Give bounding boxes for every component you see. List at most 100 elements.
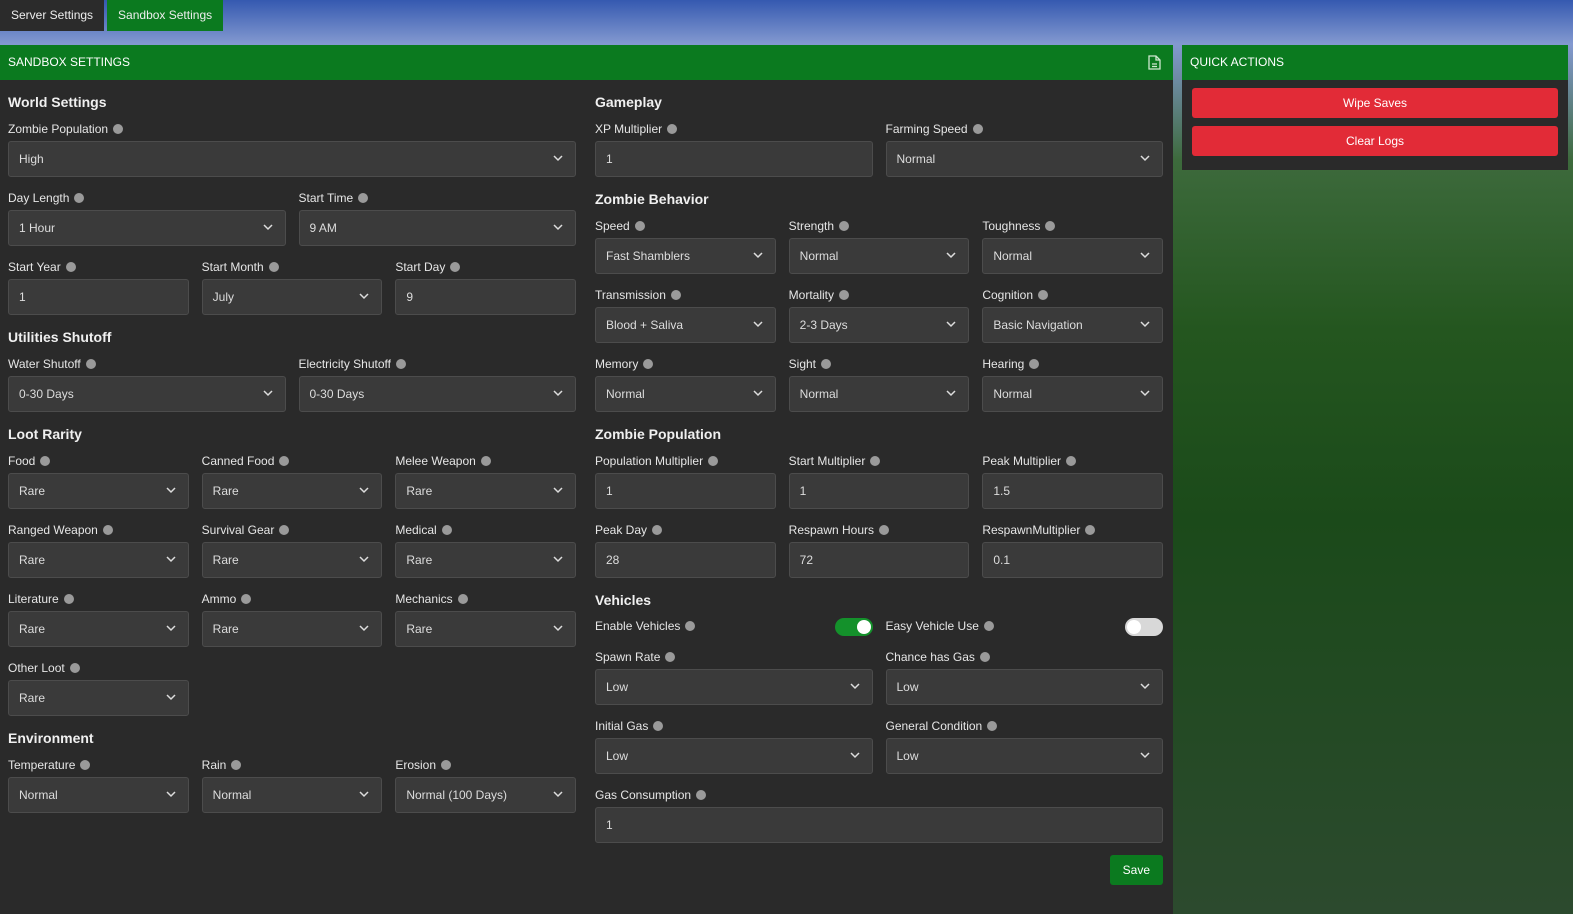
help-icon[interactable]: [63, 594, 74, 604]
help-icon[interactable]: [241, 594, 252, 604]
help-icon[interactable]: [979, 652, 990, 662]
select-box[interactable]: Normal: [788, 376, 970, 412]
help-icon[interactable]: [279, 456, 290, 466]
action-button[interactable]: Wipe Saves: [1192, 88, 1558, 118]
select-box[interactable]: 0-30 Days: [8, 376, 286, 412]
tab[interactable]: Sandbox Settings: [107, 0, 224, 31]
settings-section: Utilities Shutoff Water Shutoff 0-30 Days E…: [8, 327, 576, 412]
select-box[interactable]: Rare: [8, 611, 189, 647]
tab[interactable]: Server Settings: [0, 0, 105, 31]
help-icon[interactable]: [667, 124, 678, 134]
text-input[interactable]: 9: [395, 279, 576, 315]
help-icon[interactable]: [839, 290, 849, 300]
text-input[interactable]: 1: [595, 473, 776, 509]
select-box[interactable]: Rare: [201, 473, 383, 509]
help-icon[interactable]: [1045, 221, 1056, 231]
select-box[interactable]: Basic Navigation: [982, 307, 1163, 343]
select-box[interactable]: High: [8, 141, 576, 177]
select-box[interactable]: 2-3 Days: [788, 307, 970, 343]
help-icon[interactable]: [441, 525, 452, 535]
select-box[interactable]: Fast Shamblers: [595, 238, 776, 274]
help-icon[interactable]: [358, 193, 369, 203]
help-icon[interactable]: [74, 193, 85, 203]
select-box[interactable]: Normal: [982, 238, 1163, 274]
help-icon[interactable]: [879, 525, 890, 535]
help-icon[interactable]: [268, 262, 279, 272]
export-icon[interactable]: [1148, 55, 1161, 70]
help-icon[interactable]: [983, 620, 994, 631]
help-icon[interactable]: [634, 221, 645, 231]
save-button[interactable]: Save: [1109, 855, 1163, 885]
help-icon[interactable]: [113, 124, 124, 134]
text-input[interactable]: 0.1: [982, 542, 1163, 578]
chevron-icon: [1140, 321, 1150, 328]
select-box[interactable]: Normal (100 Days): [395, 777, 576, 813]
help-icon[interactable]: [1029, 359, 1040, 369]
select-box[interactable]: Normal: [885, 141, 1163, 177]
help-icon[interactable]: [696, 790, 707, 800]
select-box[interactable]: Normal: [8, 777, 189, 813]
help-icon[interactable]: [670, 290, 681, 300]
help-icon[interactable]: [279, 525, 290, 535]
select-box[interactable]: Normal: [595, 376, 776, 412]
text-input[interactable]: 1: [595, 141, 873, 177]
help-icon[interactable]: [450, 262, 461, 272]
help-icon[interactable]: [40, 456, 51, 466]
help-icon[interactable]: [839, 221, 850, 231]
help-icon[interactable]: [395, 359, 406, 369]
select-box[interactable]: Rare: [201, 611, 383, 647]
select-box[interactable]: Rare: [201, 542, 383, 578]
help-icon[interactable]: [708, 456, 719, 466]
select-box[interactable]: Rare: [395, 611, 576, 647]
text-input[interactable]: 72: [788, 542, 970, 578]
text-input[interactable]: 1.5: [982, 473, 1163, 509]
text-input[interactable]: 1: [788, 473, 970, 509]
help-icon[interactable]: [69, 663, 80, 673]
help-icon[interactable]: [457, 594, 468, 604]
help-icon[interactable]: [480, 456, 491, 466]
help-icon[interactable]: [1085, 525, 1096, 535]
select-box[interactable]: Rare: [8, 680, 189, 716]
text-input[interactable]: 1: [595, 807, 1163, 843]
select-box[interactable]: Normal: [982, 376, 1163, 412]
help-icon[interactable]: [987, 721, 998, 731]
help-icon[interactable]: [231, 760, 242, 770]
help-icon[interactable]: [102, 525, 113, 535]
help-icon[interactable]: [821, 359, 832, 369]
select-box[interactable]: Normal: [788, 238, 970, 274]
select-box[interactable]: Low: [885, 738, 1163, 774]
help-icon[interactable]: [80, 760, 91, 770]
toggle-switch[interactable]: [1125, 618, 1163, 636]
help-icon[interactable]: [652, 525, 663, 535]
select-box[interactable]: Rare: [395, 542, 576, 578]
help-icon[interactable]: [85, 359, 96, 369]
text-input[interactable]: 28: [595, 542, 776, 578]
help-icon[interactable]: [65, 262, 76, 272]
help-icon[interactable]: [1038, 290, 1049, 300]
text-input[interactable]: 1: [8, 279, 189, 315]
select-box[interactable]: 9 AM: [298, 210, 576, 246]
select-box[interactable]: 0-30 Days: [298, 376, 576, 412]
help-icon[interactable]: [653, 721, 664, 731]
help-icon[interactable]: [643, 359, 654, 369]
select-box[interactable]: Rare: [8, 473, 189, 509]
select-box[interactable]: Normal: [201, 777, 383, 813]
select-box[interactable]: Rare: [395, 473, 576, 509]
field-label: Other Loot: [8, 659, 189, 677]
select-box[interactable]: 1 Hour: [8, 210, 286, 246]
select-box[interactable]: July: [201, 279, 383, 315]
help-icon[interactable]: [870, 456, 881, 466]
select-box[interactable]: Blood + Saliva: [595, 307, 776, 343]
select-box[interactable]: Low: [595, 738, 873, 774]
chevron-icon: [1140, 752, 1150, 759]
help-icon[interactable]: [972, 124, 983, 134]
help-icon[interactable]: [1066, 456, 1077, 466]
action-button[interactable]: Clear Logs: [1192, 126, 1558, 156]
select-box[interactable]: Rare: [8, 542, 189, 578]
help-icon[interactable]: [441, 760, 452, 770]
help-icon[interactable]: [665, 652, 676, 662]
select-box[interactable]: Low: [595, 669, 873, 705]
help-icon[interactable]: [685, 620, 696, 631]
select-box[interactable]: Low: [885, 669, 1163, 705]
toggle-switch[interactable]: [834, 618, 873, 636]
